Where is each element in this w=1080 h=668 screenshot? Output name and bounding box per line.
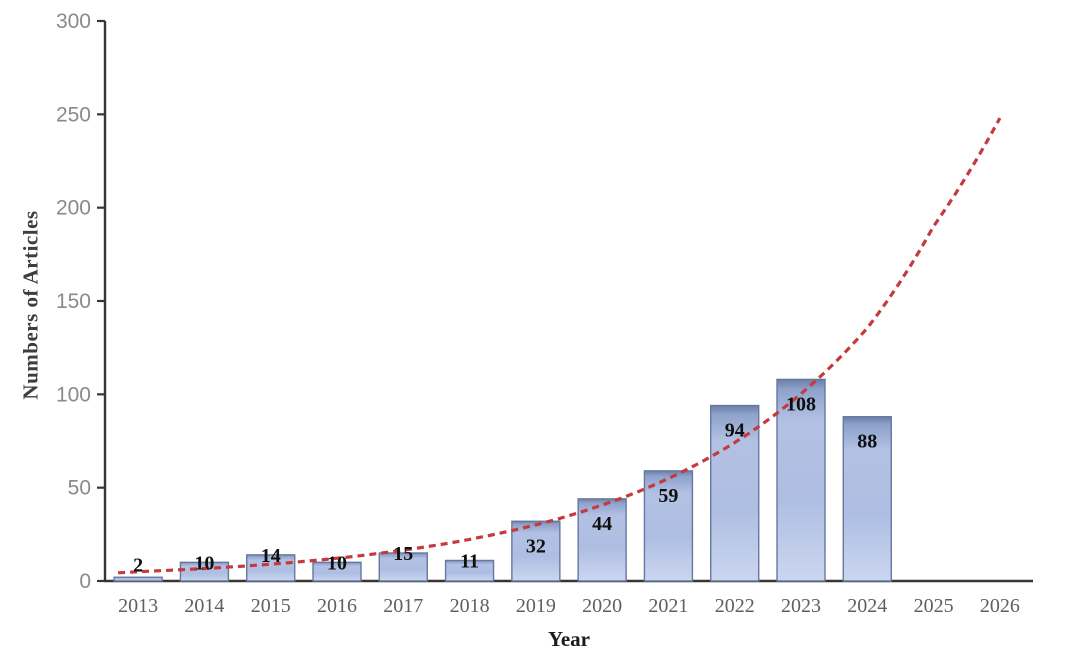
bar-value-label: 15 — [393, 543, 413, 565]
x-tick-label: 2026 — [980, 595, 1020, 617]
bar-2016 — [312, 561, 362, 582]
bar-value-label: 11 — [460, 550, 479, 572]
bar-2021 — [643, 470, 694, 582]
bar-2017 — [378, 552, 428, 582]
x-tick-label: 2023 — [781, 595, 821, 617]
x-tick-label: 2013 — [118, 595, 158, 617]
x-tick-label: 2021 — [648, 595, 688, 617]
x-tick-label: 2025 — [914, 595, 954, 617]
bar-value-label: 59 — [658, 485, 678, 507]
x-tick-label: 2014 — [184, 595, 224, 617]
x-tick-label: 2020 — [582, 595, 622, 617]
x-tick-label: 2024 — [847, 595, 887, 617]
bar-2022 — [710, 404, 760, 582]
bar-2019 — [511, 520, 561, 582]
y-tick-label: 50 — [68, 477, 91, 500]
x-tick-label: 2018 — [450, 595, 490, 617]
x-tick-label: 2015 — [251, 595, 291, 617]
bar-value-label: 108 — [786, 393, 816, 415]
y-tick-label: 100 — [56, 383, 91, 406]
y-tick-label: 150 — [56, 290, 91, 313]
bar-value-label: 14 — [261, 545, 281, 567]
y-tick-label: 250 — [56, 103, 91, 126]
x-tick-label: 2022 — [715, 595, 755, 617]
x-tick-label: 2019 — [516, 595, 556, 617]
bar-value-label: 10 — [194, 552, 214, 574]
y-tick-label: 300 — [56, 10, 91, 33]
x-axis-title: Year — [548, 627, 590, 651]
bar-value-label: 10 — [327, 552, 347, 574]
x-tick-label: 2017 — [383, 595, 423, 617]
x-tick-label: 2016 — [317, 595, 357, 617]
bar-2020 — [577, 498, 627, 582]
bar-value-label: 32 — [526, 535, 546, 557]
bar-2015 — [246, 554, 296, 582]
y-tick-label: 200 — [56, 197, 91, 220]
bar-2018 — [444, 559, 495, 582]
bar-2023 — [776, 378, 826, 582]
bar-value-label: 94 — [725, 420, 745, 442]
bar-value-label: 88 — [857, 431, 877, 453]
bar-value-label: 44 — [592, 513, 612, 535]
trend-line — [118, 117, 1002, 575]
bar-2024 — [842, 416, 892, 582]
y-tick-label: 0 — [79, 570, 91, 593]
bar-value-label: 2 — [133, 554, 143, 576]
bar-2013 — [113, 576, 163, 582]
